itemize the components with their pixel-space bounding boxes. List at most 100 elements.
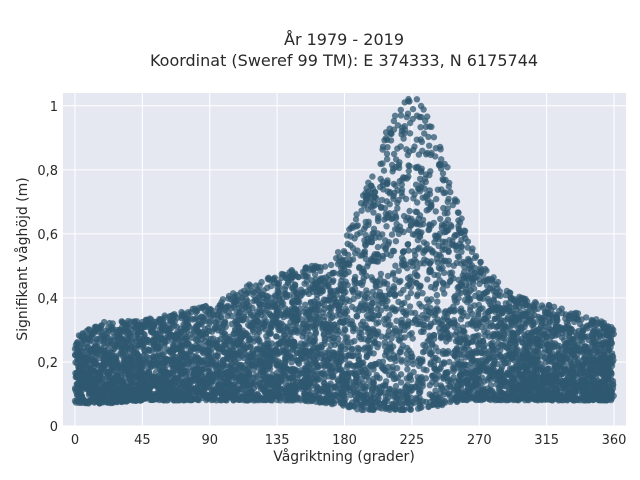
data-point [314,370,322,377]
data-point [85,326,92,333]
data-point [358,330,365,337]
data-point [499,309,506,317]
data-point [139,343,146,351]
data-point [326,354,334,362]
data-point [414,291,421,298]
data-point [390,150,398,158]
data-point [473,325,480,332]
data-point [571,339,578,346]
data-point [445,183,452,190]
data-point [503,287,511,295]
data-point [403,375,410,382]
data-point [383,150,391,157]
data-point [377,270,385,278]
data-point [365,179,372,186]
data-point [171,342,178,349]
data-point [441,309,448,316]
data-point [405,247,412,254]
data-point [433,291,441,299]
data-point [457,316,465,323]
data-point [412,164,419,171]
data-point [404,356,411,363]
data-point [456,253,463,261]
data-point [406,130,414,137]
data-point [383,156,391,163]
data-point [401,334,408,341]
data-point [420,106,427,113]
data-point [408,188,415,195]
data-point [365,192,372,199]
data-point [208,386,215,393]
data-point [458,215,465,222]
data-point [437,215,444,223]
data-point [512,299,520,306]
data-point [380,297,387,305]
data-point [424,245,431,252]
data-point [418,303,425,310]
data-point [343,296,351,303]
data-point [413,96,421,103]
data-point [383,349,390,356]
data-point [352,216,360,223]
data-point [351,337,358,345]
data-point [302,301,309,308]
data-point [364,307,371,314]
data-point [360,385,367,392]
data-point [427,309,434,316]
data-point [324,386,331,393]
data-point [430,134,438,141]
data-point [305,320,313,327]
data-point [397,112,405,119]
data-point [389,343,397,350]
data-point [424,113,431,120]
data-point [559,310,566,317]
data-point [379,146,386,153]
data-point [392,382,400,390]
data-point [446,358,453,366]
data-point [441,210,448,217]
data-point [419,312,426,319]
data-point [318,387,325,394]
data-point [440,269,448,276]
data-point [432,387,439,394]
data-point [475,319,482,327]
data-point [367,257,375,265]
data-point [73,369,81,376]
data-point [130,358,138,365]
data-point [392,156,400,163]
data-point [177,329,185,336]
data-point [341,310,348,317]
data-point [275,322,282,329]
data-point [382,302,389,310]
data-point [478,396,485,404]
data-point [389,271,397,278]
data-point [383,250,390,257]
data-point [477,305,484,313]
data-point [439,170,447,177]
data-point [243,331,250,338]
data-point [471,254,479,261]
data-point [390,247,398,255]
data-point [428,258,435,265]
data-point [409,105,417,113]
data-point [243,315,250,323]
data-point [410,360,417,368]
data-point [302,264,310,271]
data-point [340,290,348,297]
data-point [345,251,352,259]
data-point [379,160,386,167]
data-point [400,308,407,316]
data-point [334,249,342,256]
data-point [303,278,310,285]
data-point [513,366,520,373]
data-point [421,185,428,192]
data-point [445,243,452,250]
data-point [338,350,345,357]
data-point [392,325,399,332]
data-point [458,248,465,255]
data-point [458,243,465,250]
data-point [318,351,325,358]
data-point [420,239,428,246]
data-point [374,258,382,265]
data-point [228,312,236,320]
